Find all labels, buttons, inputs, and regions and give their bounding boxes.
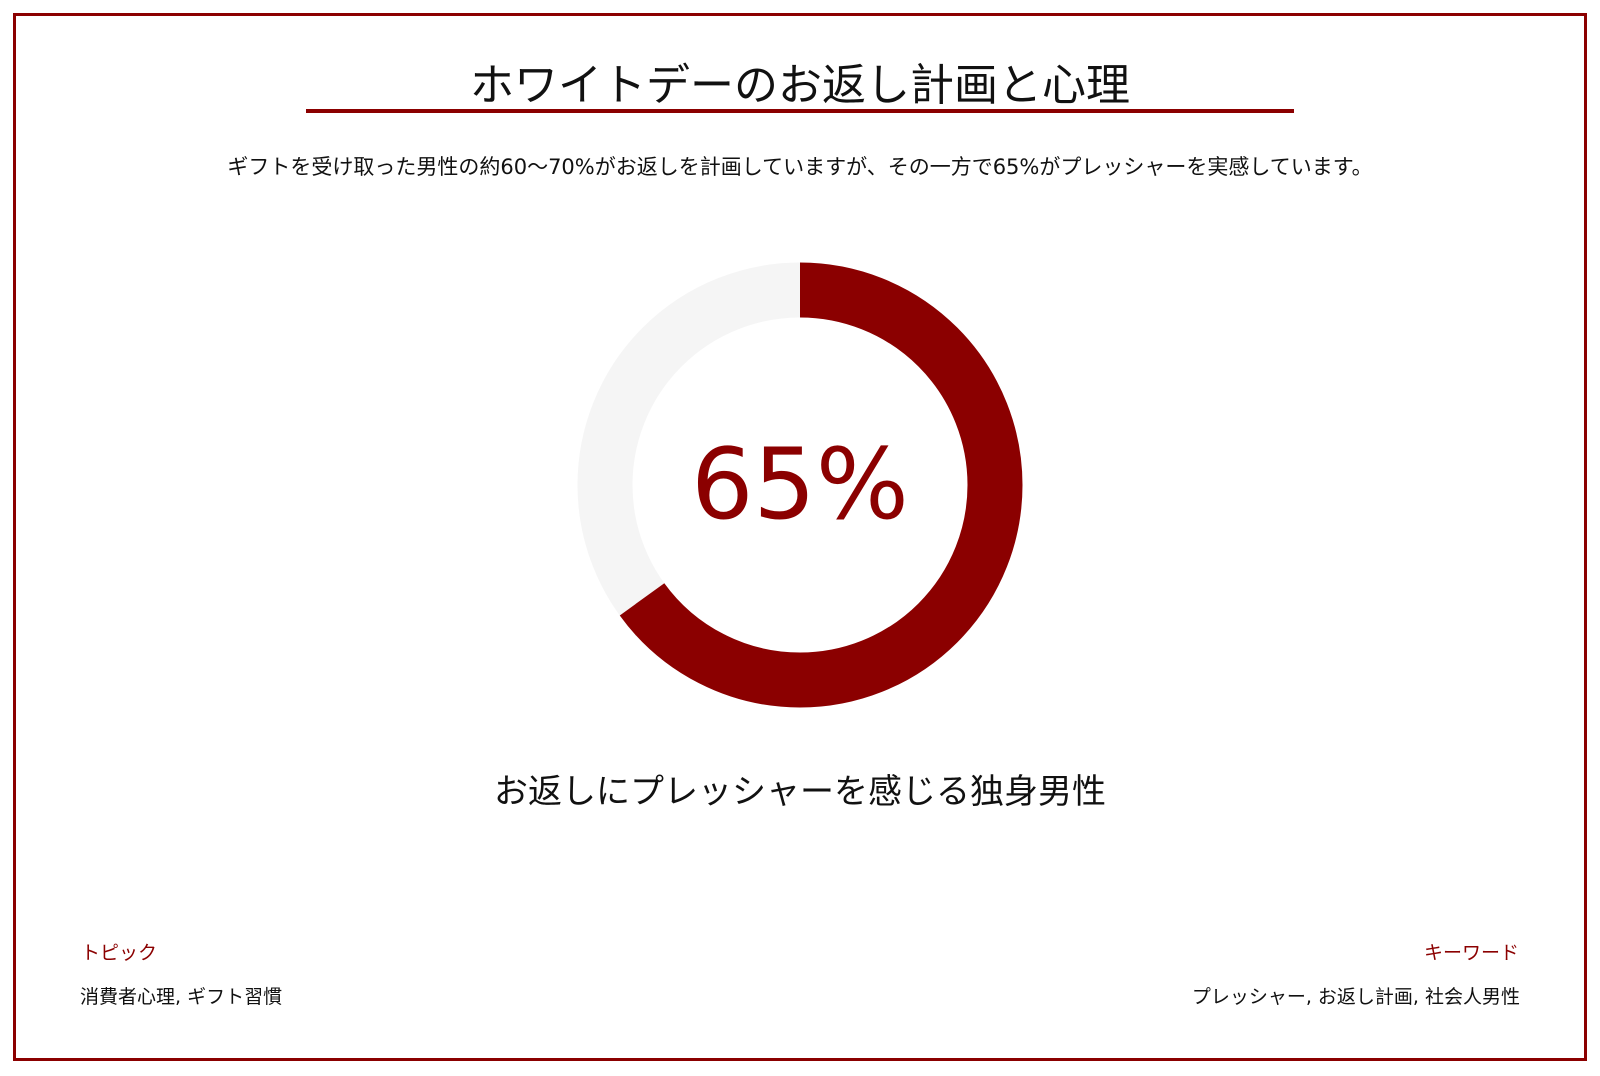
donut-value-arc: [577, 262, 1023, 708]
card-frame: [13, 13, 1587, 1061]
topic-label: トピック: [81, 942, 158, 964]
topic-value: 消費者心理, ギフト習慣: [80, 986, 283, 1008]
page-title: ホワイトデーのお返し計画と心理: [470, 60, 1130, 111]
donut-chart: [577, 262, 1023, 708]
chart-caption: お返しにプレッシャーを感じる独身男性: [494, 772, 1106, 812]
keyword-label: キーワード: [1423, 942, 1519, 964]
keyword-value: プレッシャー, お返し計画, 社会人男性: [1191, 986, 1520, 1008]
title-underline: [306, 109, 1294, 113]
donut-center-label: 65%: [691, 428, 909, 542]
subtitle: ギフトを受け取った男性の約60〜70%がお返しを計画していますが、その一方で65…: [227, 155, 1373, 179]
